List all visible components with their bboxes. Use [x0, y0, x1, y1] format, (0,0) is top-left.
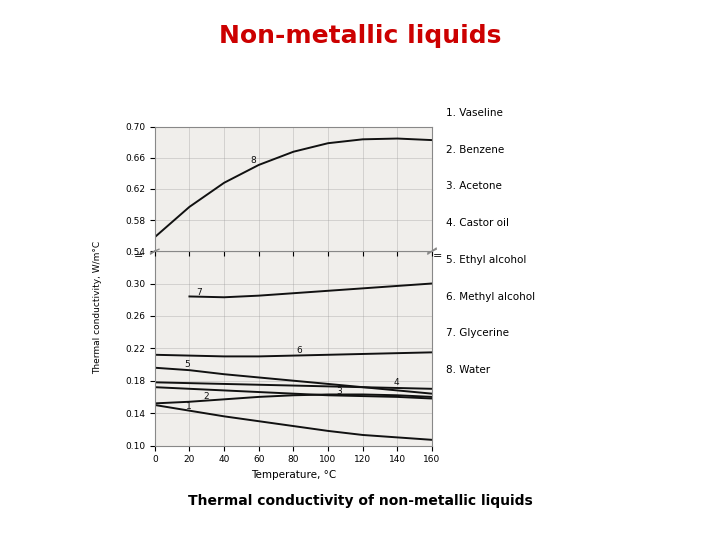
- Text: 8: 8: [250, 156, 256, 165]
- Text: =: =: [133, 251, 143, 261]
- Text: Non-metallic liquids: Non-metallic liquids: [219, 24, 501, 48]
- Text: 2. Benzene: 2. Benzene: [446, 145, 505, 155]
- Text: 6: 6: [297, 346, 302, 355]
- Text: 5: 5: [184, 360, 190, 369]
- Text: 2: 2: [203, 392, 209, 401]
- Text: 6. Methyl alcohol: 6. Methyl alcohol: [446, 292, 536, 302]
- Text: 7. Glycerine: 7. Glycerine: [446, 328, 510, 339]
- Text: 1. Vaseline: 1. Vaseline: [446, 108, 503, 118]
- Text: Thermal conductivity of non-metallic liquids: Thermal conductivity of non-metallic liq…: [188, 494, 532, 508]
- Text: 3: 3: [337, 387, 343, 396]
- Text: 1: 1: [186, 402, 192, 411]
- Text: 4. Castor oil: 4. Castor oil: [446, 218, 510, 228]
- Text: 8. Water: 8. Water: [446, 365, 490, 375]
- Text: 4: 4: [394, 378, 400, 387]
- Text: Thermal conductivity, W/m°C: Thermal conductivity, W/m°C: [93, 241, 102, 374]
- X-axis label: Temperature, °C: Temperature, °C: [251, 470, 336, 480]
- Text: =: =: [433, 251, 442, 261]
- Text: 5. Ethyl alcohol: 5. Ethyl alcohol: [446, 255, 527, 265]
- Text: 3. Acetone: 3. Acetone: [446, 181, 503, 192]
- Text: 7: 7: [197, 288, 202, 298]
